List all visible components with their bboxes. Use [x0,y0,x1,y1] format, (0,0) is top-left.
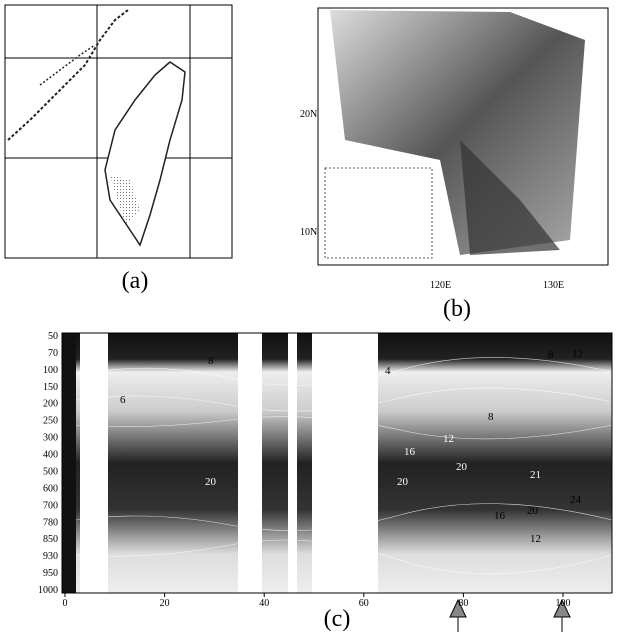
y-tick-label: 500 [43,466,58,477]
contour-label: 8 [488,411,494,423]
lat-label: 20N [300,109,317,120]
y-tick-label: 930 [43,551,58,562]
y-tick-label: 700 [43,500,58,511]
contour-label: 24 [570,494,582,506]
y-tick-label: 850 [43,534,58,545]
contour-label: 6 [120,394,126,406]
contour-label: 12 [572,348,583,360]
contour-label: 20 [456,461,468,473]
y-tick-label: 300 [43,433,58,444]
x-tick-label: 60 [359,598,369,609]
arrow [553,598,571,632]
panel-label: (b) [443,296,471,322]
y-tick-label: 150 [43,382,58,393]
lon-label: 130E [543,280,564,291]
panel-label: (c) [324,606,351,632]
panel-a: (a) [4,4,233,294]
contour-label: 16 [404,446,416,458]
y-tick-label: 600 [43,483,58,494]
x-tick-label: 20 [160,598,170,609]
arrow [449,598,467,632]
contour-label: 16 [494,510,506,522]
y-tick-label: 780 [43,517,58,528]
contour-label: 8 [208,355,214,367]
contour-label: 4 [385,365,391,377]
x-tick-label: 0 [63,598,68,609]
x-tick-label: 100 [556,598,571,609]
panel-c: 8 12 4 6 8 8 12 16 20 20 20 21 16 20 24 … [38,331,613,632]
contour-label: 12 [443,433,454,445]
y-tick-label: 950 [43,568,58,579]
panel-label: (a) [122,268,149,294]
y-tick-label: 100 [43,365,58,376]
contour-label: 20 [527,505,539,517]
contour-label: 20 [397,476,409,488]
contour-label: 21 [530,469,541,481]
lon-label: 120E [430,280,451,291]
lat-label: 10N [300,227,317,238]
y-tick-label: 200 [43,399,58,410]
contour-label: 12 [530,533,541,545]
contour-label: 20 [205,476,217,488]
panel-b: 20N 10N 120E 130E (b) [300,7,609,322]
y-tick-label: 70 [48,348,58,359]
y-tick-label: 250 [43,416,58,427]
y-tick-label: 1000 [38,585,58,596]
x-tick-label: 40 [259,598,269,609]
y-tick-label: 50 [48,331,58,342]
x-tick-label: 80 [458,598,468,609]
y-tick-label: 400 [43,450,58,461]
contour-label: 8 [548,349,554,361]
